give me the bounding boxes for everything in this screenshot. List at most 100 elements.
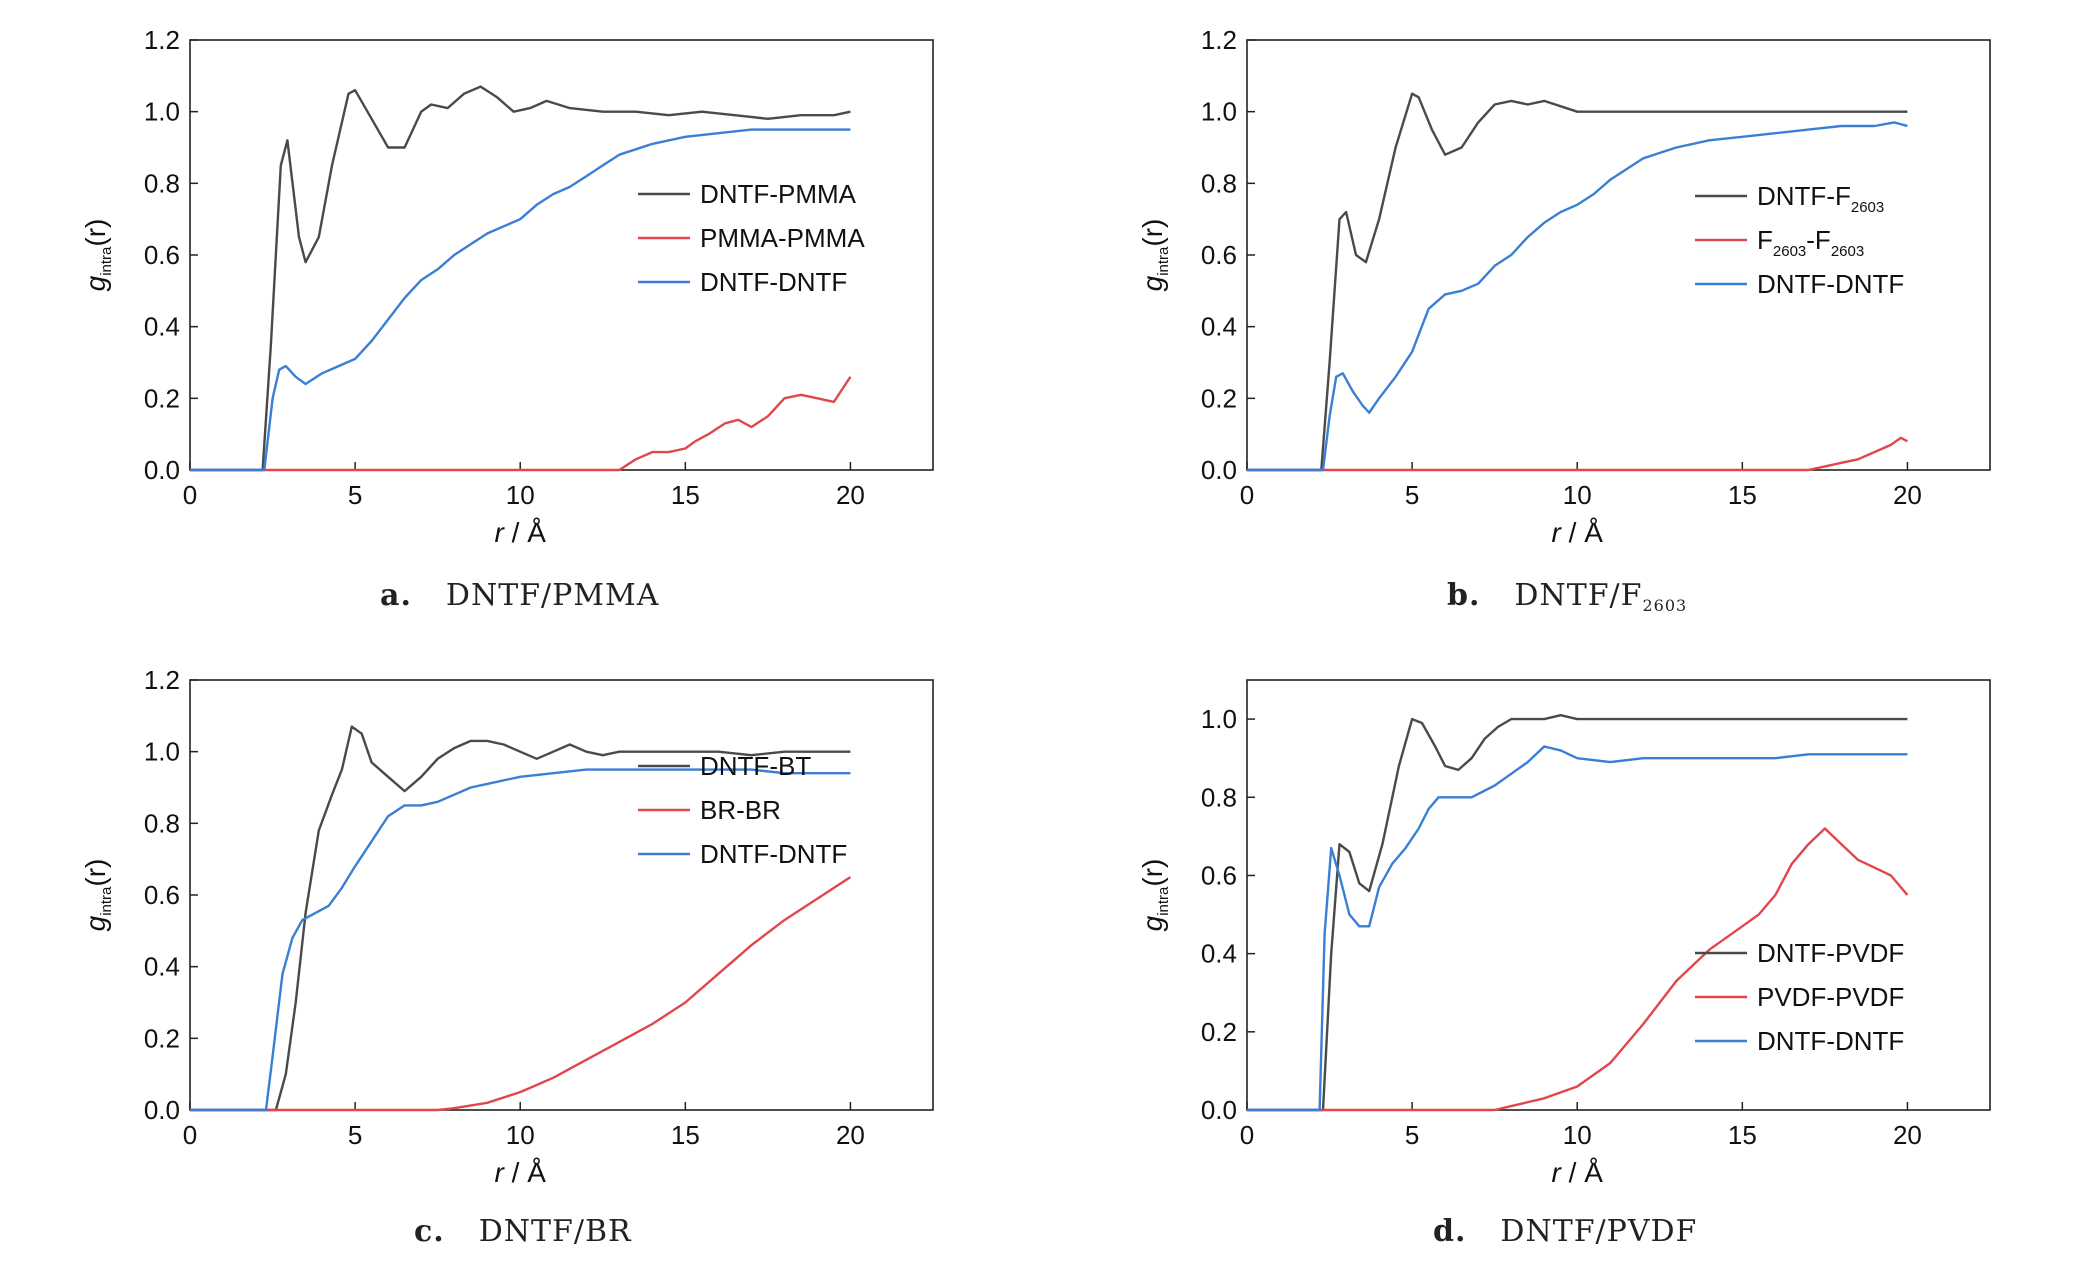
legend-label-part-d: DNTF-PVDF — [1757, 938, 1904, 968]
y-axis-title-b: gintra(r) — [1137, 219, 1172, 292]
caption-c: c. DNTF/BR — [414, 1214, 632, 1251]
legend-label-c-2: BR-BR — [700, 795, 781, 825]
legend-label-d-1: DNTF-PVDF — [1757, 938, 1904, 968]
y-axis-argument-c: (r) — [80, 859, 111, 887]
series-line-c-2 — [190, 876, 852, 1112]
y-tick-label-c: 0.6 — [144, 880, 180, 910]
y-tick-label-b: 0.8 — [1201, 168, 1237, 198]
caption-d-label: d. — [1433, 1214, 1467, 1249]
caption-a: a. DNTF/PMMA — [380, 578, 659, 615]
y-tick-label-a: 0.8 — [144, 168, 180, 198]
chart-d-svg: 0 5 10 15 20 0.0 0.2 0.4 0.6 0.8 1.0 r / Å gintra(r)… — [1137, 679, 1991, 1188]
x-tick-label-a: 10 — [506, 480, 535, 510]
y-axis-variable-a: g — [80, 275, 111, 291]
legend-label-c-1: DNTF-BT — [700, 751, 811, 781]
legend-label-b-2: F2603-F2603 — [1757, 225, 1864, 260]
x-tick-label-b: 15 — [1728, 480, 1757, 510]
y-tick-label-c: 1.2 — [144, 665, 180, 695]
caption-b-sub: 2603 — [1642, 596, 1688, 615]
y-tick-label-b: 1.2 — [1201, 25, 1237, 55]
y-tick-label-a: 0.4 — [144, 312, 180, 342]
y-axis-argument-d: (r) — [1137, 859, 1168, 887]
y-tick-label-d: 1.0 — [1201, 704, 1237, 734]
legend-label-d-3: DNTF-DNTF — [1757, 1026, 1904, 1056]
legend-label-part-b: F — [1757, 225, 1773, 255]
x-tick-label-a: 5 — [348, 480, 362, 510]
legend-label-c-3: DNTF-DNTF — [700, 839, 847, 869]
x-tick-label-d: 15 — [1728, 1120, 1757, 1150]
y-tick-label-c: 0.4 — [144, 952, 180, 982]
series-line-b-2 — [1247, 436, 1908, 472]
x-tick-label-c: 5 — [348, 1120, 362, 1150]
x-axis-title-b: r / Å — [1552, 517, 1604, 548]
chart-a-svg: 0 5 10 15 20 0.0 0.2 0.4 0.6 0.8 1.0 1.2 r / Å gintra… — [80, 25, 934, 548]
y-tick-label-d: 0.2 — [1201, 1017, 1237, 1047]
chart-c-svg: 0 5 10 15 20 0.0 0.2 0.4 0.6 0.8 1.0 1.2 r / Å gintra… — [80, 665, 934, 1188]
caption-a-label: a. — [380, 578, 412, 613]
y-tick-label-b: 0.6 — [1201, 240, 1237, 270]
x-axis-variable-a: r — [495, 517, 506, 548]
caption-b-text: DNTF/F — [1514, 578, 1643, 613]
series-line-a-3 — [190, 128, 851, 472]
series-line-d-1 — [1247, 714, 1908, 1112]
caption-a-text: DNTF/PMMA — [445, 578, 660, 613]
legend-label-part-a: DNTF-DNTF — [700, 267, 847, 297]
series-line-b-3 — [1247, 121, 1908, 472]
series-line-c-3 — [190, 768, 851, 1112]
y-axis-variable-b: g — [1137, 275, 1168, 291]
legend-label-a-1: DNTF-PMMA — [700, 179, 857, 209]
x-tick-label-c: 20 — [836, 1120, 865, 1150]
legend-label-part-c: DNTF-DNTF — [700, 839, 847, 869]
y-tick-label-a: 1.0 — [144, 97, 180, 127]
y-tick-label-a: 0.0 — [144, 455, 180, 485]
chart-panel-a: 0 5 10 15 20 0.0 0.2 0.4 0.6 0.8 1.0 1.2 r / Å gintra… — [40, 10, 1040, 548]
y-tick-label-c: 0.8 — [144, 808, 180, 838]
y-axis-subscript-b: intra — [1155, 246, 1172, 276]
series-line-d-3 — [1247, 745, 1908, 1112]
x-tick-label-d: 20 — [1893, 1120, 1922, 1150]
chart-panel-b: 0 5 10 15 20 0.0 0.2 0.4 0.6 0.8 1.0 1.2 r / Å gintra… — [1097, 10, 2074, 548]
y-tick-label-b: 0.4 — [1201, 312, 1237, 342]
series-line-a-2 — [190, 376, 852, 472]
legend-label-a-2: PMMA-PMMA — [700, 223, 865, 253]
legend-label-part-b: DNTF-DNTF — [1757, 269, 1904, 299]
x-axis-unit-a: / Å — [504, 517, 546, 548]
y-tick-label-d: 0.4 — [1201, 939, 1237, 969]
series-line-a-1 — [190, 85, 851, 472]
y-tick-label-b: 1.0 — [1201, 97, 1237, 127]
x-axis-unit-c: / Å — [504, 1157, 546, 1188]
legend-label-part-b: DNTF-F — [1757, 181, 1851, 211]
legend-label-part-c: BR-BR — [700, 795, 781, 825]
x-axis-title-d: r / Å — [1552, 1157, 1604, 1188]
chart-b-svg: 0 5 10 15 20 0.0 0.2 0.4 0.6 0.8 1.0 1.2 r / Å gintra… — [1137, 25, 1991, 548]
x-axis-unit-d: / Å — [1561, 1157, 1603, 1188]
plot-frame-b — [1246, 39, 1991, 471]
legend-label-part-a: PMMA-PMMA — [700, 223, 865, 253]
x-tick-label-b: 20 — [1893, 480, 1922, 510]
plot-frame-d — [1246, 679, 1991, 1111]
x-tick-label-c: 15 — [671, 1120, 700, 1150]
x-tick-label-b: 0 — [1240, 480, 1254, 510]
x-tick-label-d: 10 — [1563, 1120, 1592, 1150]
y-tick-label-b: 0.0 — [1201, 455, 1237, 485]
chart-panel-c: 0 5 10 15 20 0.0 0.2 0.4 0.6 0.8 1.0 1.2 r / Å gintra… — [40, 650, 1040, 1188]
legend-label-part-b: 2603 — [1831, 243, 1864, 260]
y-axis-title-a: gintra(r) — [80, 219, 115, 292]
legend-label-part-a: DNTF-PMMA — [700, 179, 857, 209]
y-tick-label-d: 0.0 — [1201, 1095, 1237, 1125]
legend-label-part-d: PVDF-PVDF — [1757, 982, 1904, 1012]
legend-label-part-b: 2603 — [1773, 243, 1806, 260]
caption-d: d. DNTF/PVDF — [1433, 1214, 1697, 1251]
legend-label-a-3: DNTF-DNTF — [700, 267, 847, 297]
x-tick-label-d: 5 — [1405, 1120, 1419, 1150]
x-axis-title-a: r / Å — [495, 517, 547, 548]
chart-panel-d: 0 5 10 15 20 0.0 0.2 0.4 0.6 0.8 1.0 r / Å gintra(r)… — [1097, 650, 2074, 1188]
x-axis-variable-b: r — [1552, 517, 1563, 548]
y-tick-label-d: 0.8 — [1201, 782, 1237, 812]
y-axis-variable-d: g — [1137, 915, 1168, 931]
series-line-c-1 — [190, 725, 851, 1112]
y-tick-label-d: 0.6 — [1201, 860, 1237, 890]
caption-b-label: b. — [1447, 578, 1481, 613]
y-axis-variable-c: g — [80, 915, 111, 931]
y-axis-subscript-a: intra — [98, 246, 115, 276]
